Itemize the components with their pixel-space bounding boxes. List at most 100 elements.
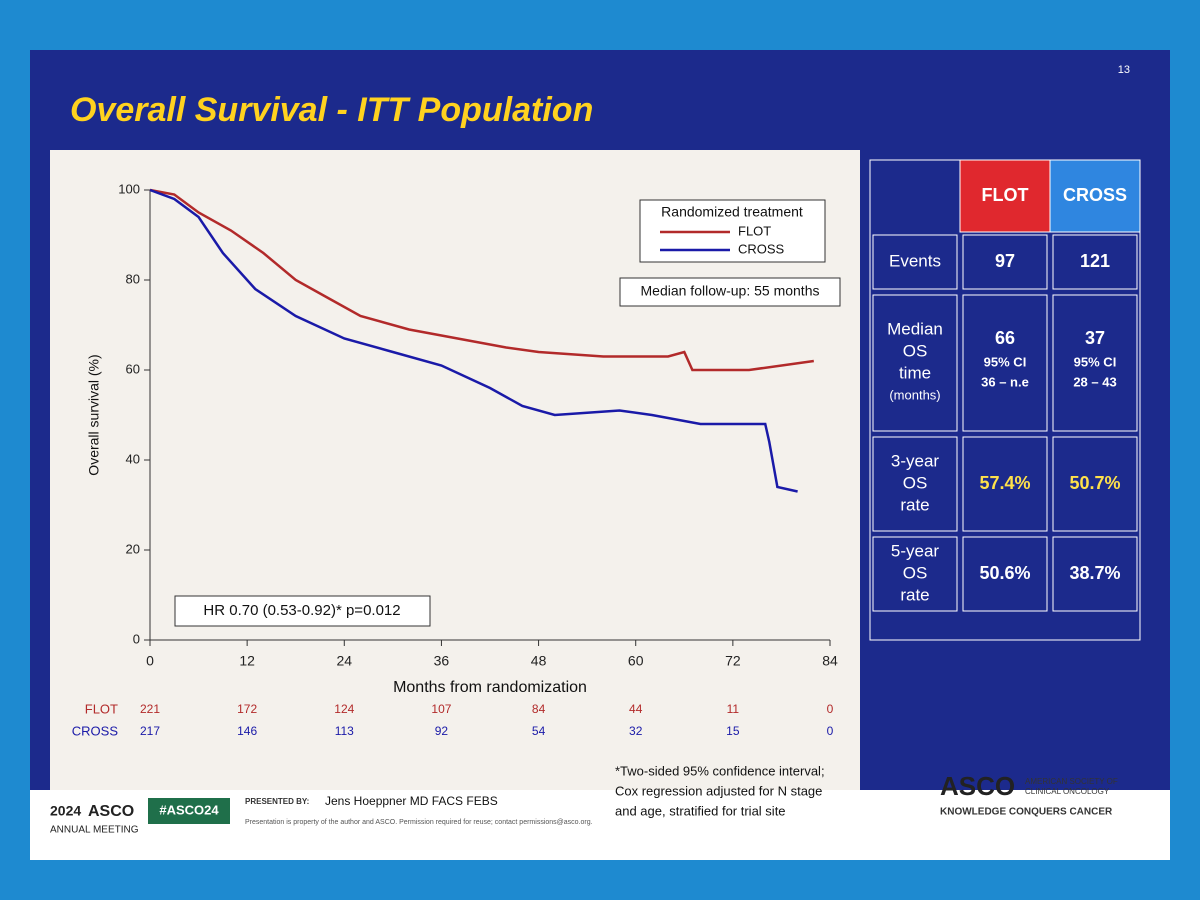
risk-value: 15 [726, 724, 740, 738]
row-label: 3-year [891, 451, 940, 470]
legend-label: CROSS [738, 241, 785, 256]
legend-title: Randomized treatment [661, 204, 803, 220]
table-cell [872, 436, 958, 532]
x-tick-label: 60 [628, 653, 644, 669]
row-label: Events [889, 251, 941, 270]
risk-value: 217 [140, 724, 160, 738]
table-cell [962, 536, 1048, 612]
row-label: OS [903, 563, 928, 582]
x-axis-label: Months from randomization [393, 679, 587, 696]
row-label: rate [900, 495, 929, 514]
logo-sub: CLINICAL ONCOLOGY [1025, 787, 1110, 796]
risk-row-name: CROSS [72, 723, 119, 738]
logo: ASCO [940, 771, 1015, 801]
column-header: FLOT [982, 185, 1029, 205]
risk-value: 11 [727, 702, 740, 716]
row-label: Median [887, 319, 943, 338]
x-tick-label: 24 [336, 653, 352, 669]
risk-value: 84 [532, 702, 546, 716]
page-number: 13 [1118, 64, 1130, 76]
cell-value: 66 [995, 328, 1015, 348]
risk-value: 172 [237, 702, 257, 716]
table-cell [872, 536, 958, 612]
legend-label: FLOT [738, 223, 771, 238]
logo-sub: AMERICAN SOCIETY OF [1025, 777, 1118, 786]
risk-value: 92 [435, 724, 449, 738]
x-tick-label: 36 [434, 653, 450, 669]
x-tick-label: 12 [239, 653, 255, 669]
y-tick-label: 100 [118, 181, 140, 196]
risk-value: 0 [827, 702, 834, 716]
risk-row-name: FLOT [85, 701, 118, 716]
notice: Presentation is property of the author a… [245, 819, 593, 826]
row-label: (months) [889, 387, 940, 402]
risk-value: 32 [629, 724, 643, 738]
risk-value: 54 [532, 724, 546, 738]
row-label: time [899, 363, 931, 382]
risk-value: 44 [629, 702, 643, 716]
x-tick-label: 72 [725, 653, 741, 669]
cell-value: 121 [1080, 251, 1110, 271]
y-tick-label: 40 [126, 451, 140, 466]
row-label: 5-year [891, 541, 940, 560]
footnote: Cox regression adjusted for N stage [615, 783, 822, 798]
y-tick-label: 60 [126, 361, 140, 376]
row-label: OS [903, 473, 928, 492]
table-cell [1052, 436, 1138, 532]
meeting-year: 2024 [50, 803, 81, 819]
cell-value: 28 – 43 [1073, 374, 1116, 389]
table-cell [1052, 536, 1138, 612]
table-cell [872, 294, 958, 432]
table-cell [1052, 294, 1138, 432]
footnote: and age, stratified for trial site [615, 803, 786, 818]
cell-value: 50.6% [979, 563, 1030, 583]
y-axis-label: Overall survival (%) [86, 354, 102, 475]
risk-value: 221 [140, 702, 160, 716]
cell-value: 95% CI [984, 354, 1027, 369]
table-cell [962, 294, 1048, 432]
tagline: KNOWLEDGE CONQUERS CANCER [940, 807, 1113, 818]
risk-value: 124 [334, 702, 354, 716]
cell-value: 37 [1085, 328, 1105, 348]
row-label: rate [900, 585, 929, 604]
annotation: Median follow-up: 55 months [641, 283, 820, 299]
table-cell [962, 436, 1048, 532]
annotation: HR 0.70 (0.53-0.92)* p=0.012 [203, 602, 400, 619]
risk-value: 146 [237, 724, 257, 738]
cell-value: 57.4% [979, 473, 1030, 493]
x-tick-label: 0 [146, 653, 154, 669]
risk-value: 0 [827, 724, 834, 738]
table-cell [1052, 234, 1138, 290]
annotation-box [174, 595, 431, 627]
cell-value: 97 [995, 251, 1015, 271]
survival-curve [149, 188, 798, 493]
risk-value: 107 [431, 702, 451, 716]
presenter: Jens Hoeppner MD FACS FEBS [325, 794, 498, 808]
table [869, 159, 1141, 641]
survival-curve [149, 188, 814, 372]
annotation-box [619, 277, 841, 307]
cell-value: 38.7% [1069, 563, 1120, 583]
meeting-name: ASCO [88, 803, 134, 820]
row-label: OS [903, 341, 928, 360]
y-tick-label: 20 [126, 541, 140, 556]
presented-by-label: PRESENTED BY: [245, 797, 309, 806]
hashtag-box [148, 798, 230, 824]
table-cell [962, 234, 1048, 290]
column-header-cell [1049, 159, 1141, 233]
cell-value: 95% CI [1074, 354, 1117, 369]
x-tick-label: 48 [531, 653, 547, 669]
cell-value: 36 – n.e [981, 374, 1029, 389]
meeting-sub: ANNUAL MEETING [50, 825, 139, 836]
x-tick-label: 84 [822, 653, 838, 669]
footnote: *Two-sided 95% confidence interval; [615, 763, 825, 778]
y-tick-label: 0 [133, 631, 140, 646]
column-header-cell [959, 159, 1051, 233]
risk-value: 113 [335, 724, 354, 738]
slide-title: Overall Survival - ITT Population [70, 91, 593, 129]
y-tick-label: 80 [126, 271, 140, 286]
hashtag: #ASCO24 [159, 802, 219, 817]
table-cell [872, 234, 958, 290]
